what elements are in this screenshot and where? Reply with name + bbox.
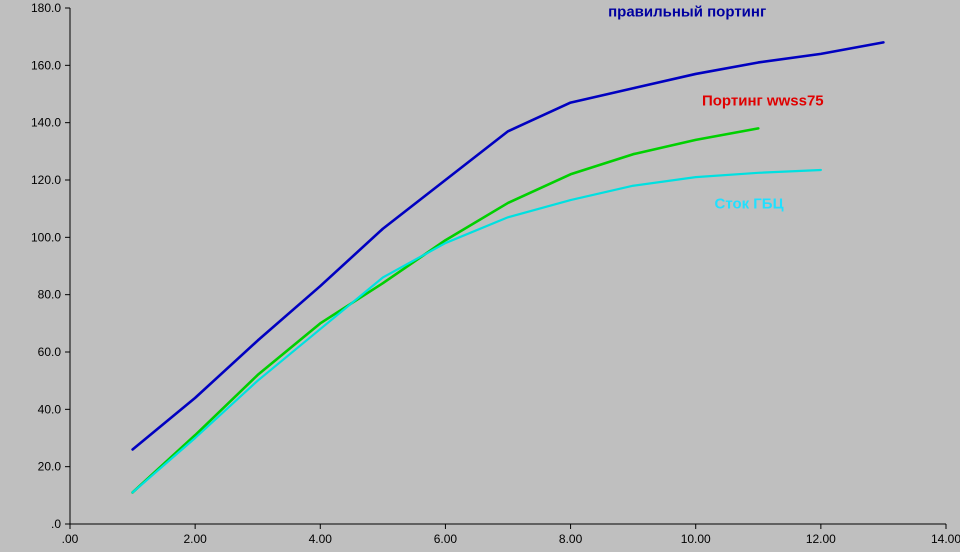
x-tick-label: 10.00 xyxy=(681,532,711,546)
chart-svg: .0 20.0 40.0 60.0 80.0 100.0 120.0 140.0 160.0 18… xyxy=(0,0,960,552)
chart-background xyxy=(0,0,960,552)
y-tick-label: 140.0 xyxy=(31,116,61,130)
y-tick-label: 60.0 xyxy=(38,345,62,359)
x-tick-label: 12.00 xyxy=(806,532,836,546)
y-tick-label: 180.0 xyxy=(31,1,61,15)
y-tick-label: .0 xyxy=(51,517,61,531)
x-tick-label: 6.00 xyxy=(434,532,458,546)
y-tick-label: 160.0 xyxy=(31,58,61,72)
x-tick-label: 8.00 xyxy=(559,532,583,546)
x-tick-label: 4.00 xyxy=(309,532,333,546)
y-tick-label: 20.0 xyxy=(38,460,62,474)
y-tick-label: 120.0 xyxy=(31,173,61,187)
y-tick-label: 80.0 xyxy=(38,288,62,302)
series-label-stock-gbc: Сток ГБЦ xyxy=(714,196,783,213)
y-tick-label: 100.0 xyxy=(31,230,61,244)
y-tick-label: 40.0 xyxy=(38,402,62,416)
x-tick-label: 14.00 xyxy=(931,532,960,546)
series-label-correct-porting: правильный портинг xyxy=(608,4,766,21)
x-tick-label: 2.00 xyxy=(183,532,207,546)
x-tick-label: .00 xyxy=(62,532,79,546)
line-chart: .0 20.0 40.0 60.0 80.0 100.0 120.0 140.0 160.0 18… xyxy=(0,0,960,552)
series-label-porting-wwss75: Портинг wwss75 xyxy=(702,92,824,109)
